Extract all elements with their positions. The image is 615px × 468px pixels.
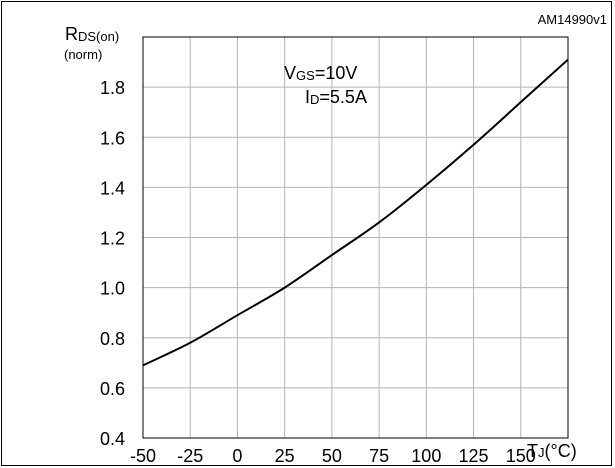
y-axis-label: RDS(on) (65, 24, 119, 45)
x-axis-label-main: T (527, 441, 538, 461)
figure-code: AM14990v1 (537, 12, 607, 27)
annotation-vgs-value: =10V (314, 63, 358, 83)
y-tick-label: 1.0 (100, 279, 125, 299)
x-tick-label: 125 (459, 446, 489, 466)
y-tick-label: 0.6 (100, 379, 125, 399)
y-tick-label: 1.4 (100, 178, 125, 198)
y-axis-unit: (norm) (64, 47, 103, 62)
x-axis-unit: (°C) (544, 441, 577, 461)
y-tick-label: 1.8 (100, 78, 125, 98)
x-tick-label: -50 (130, 446, 156, 466)
plot-border (142, 36, 569, 439)
y-tick-label: 1.2 (100, 229, 125, 249)
annotation-vgs-sub: GS (296, 68, 315, 83)
x-axis-label-sub: J (538, 445, 545, 460)
annotation-id-main: I (305, 87, 311, 107)
y-axis-label-sub: DS(on) (78, 29, 120, 44)
annotation-id: ID=5.5A (305, 87, 367, 108)
y-tick-label: 0.8 (100, 329, 125, 349)
annotation-id-sub: D (310, 92, 320, 107)
y-tick-label: 1.6 (100, 128, 125, 148)
annotation-id-value: =5.5A (319, 87, 367, 107)
x-tick-label: 100 (411, 446, 441, 466)
x-tick-label: 75 (369, 446, 389, 466)
y-axis-label-main: R (65, 24, 78, 44)
series-line (142, 58, 569, 367)
x-tick-label: -25 (177, 446, 203, 466)
annotation-vgs: VGS=10V (284, 63, 357, 84)
x-tick-label: 150 (506, 446, 536, 466)
x-tick-label: 0 (232, 446, 242, 466)
y-tick-label: 0.4 (100, 429, 125, 449)
x-axis-label: TJ(°C) (527, 441, 577, 462)
x-tick-label: 50 (322, 446, 342, 466)
annotation-vgs-main: V (284, 63, 297, 83)
x-tick-label: 25 (275, 446, 295, 466)
